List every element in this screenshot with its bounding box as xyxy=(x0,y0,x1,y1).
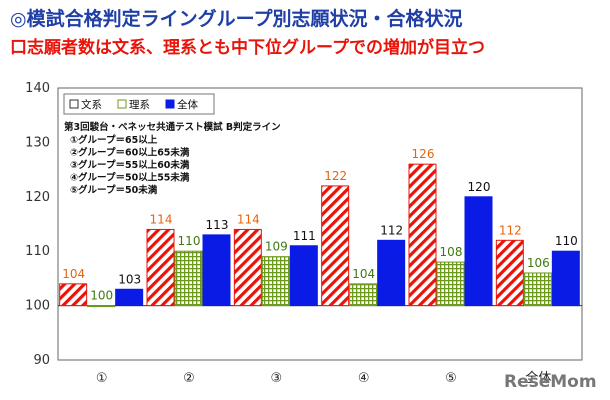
data-label-zentai-4: 112 xyxy=(380,223,403,237)
annotation-line-4: ④グループ＝50以上55未満 xyxy=(70,172,190,184)
category-label-3: ③ xyxy=(271,371,283,386)
legend-label-bunkei: 文系 xyxy=(81,98,102,111)
bar-bunkei-1 xyxy=(59,283,88,307)
chart-subtitle: 口志願者数は文系、理系とも中下位グループでの増加が目立つ xyxy=(10,38,485,58)
data-label-zentai-2: 113 xyxy=(206,218,229,232)
bar-rikei-4 xyxy=(349,283,378,307)
annotation-box: 第3回駿台・ベネッセ共通テスト模試 B判定ライン①グループ＝65以上②グループ＝… xyxy=(60,118,282,196)
data-labels-group: 104 100 103 114 110 113 114 109 111 122 104 112 126 1… xyxy=(62,147,578,302)
data-label-zentai-1: 103 xyxy=(118,272,141,286)
bar-bunkei-3 xyxy=(233,228,262,307)
bar-zentai-4 xyxy=(377,239,406,307)
annotation-line-5: ⑤グループ＝50未満 xyxy=(70,184,158,196)
data-label-rikei-5: 108 xyxy=(440,245,463,259)
y-tick-label: 130 xyxy=(25,135,50,150)
data-label-zentai-6: 110 xyxy=(555,234,578,248)
data-label-rikei-6: 106 xyxy=(527,256,550,270)
legend-swatch-zentai xyxy=(165,99,175,109)
legend-swatch-rikei xyxy=(117,99,127,109)
data-label-zentai-5: 120 xyxy=(468,180,491,194)
legend-label-rikei: 理系 xyxy=(129,99,150,111)
category-label-5: ⑤ xyxy=(445,371,457,386)
bar-bunkei-2 xyxy=(146,228,175,307)
bar-rikei-3 xyxy=(261,256,290,307)
y-tick-label: 100 xyxy=(25,299,50,314)
category-labels-group: ① ② ③ ④ ⑤ 全体 xyxy=(96,370,552,386)
legend-frame xyxy=(63,93,215,115)
legend-swatch-bunkei xyxy=(69,99,79,109)
watermark-logo: ReseMom xyxy=(504,372,597,392)
bar-rikei-6 xyxy=(523,272,552,307)
data-label-rikei-3: 109 xyxy=(265,240,288,254)
category-label-6: 全体 xyxy=(525,370,551,386)
bar-zentai-2 xyxy=(202,234,231,307)
data-label-rikei-4: 104 xyxy=(352,267,375,281)
data-label-bunkei-1: 104 xyxy=(62,267,85,281)
category-label-4: ④ xyxy=(358,371,370,386)
bar-zentai-3 xyxy=(289,245,318,307)
bar-zentai-6 xyxy=(551,250,580,307)
legend: 文系 理系 全体 xyxy=(63,93,215,115)
bar-zentai-5 xyxy=(464,196,493,307)
legend-label-zentai: 全体 xyxy=(177,98,198,111)
y-tick-label: 110 xyxy=(25,244,50,259)
y-tick-label: 120 xyxy=(25,190,50,205)
y-tick-label: 140 xyxy=(25,81,50,96)
data-label-bunkei-2: 114 xyxy=(150,212,173,226)
bar-zentai-1 xyxy=(115,288,144,307)
category-label-1: ① xyxy=(96,371,108,386)
plot-frame xyxy=(57,87,583,361)
data-label-zentai-3: 111 xyxy=(293,229,316,243)
data-label-bunkei-5: 126 xyxy=(412,147,435,161)
axes: 90 100 110 120 130 140 xyxy=(25,81,583,368)
annotation-title: 第3回駿台・ベネッセ共通テスト模試 B判定ライン xyxy=(64,121,281,133)
annotation-line-2: ②グループ＝60以上65未満 xyxy=(70,147,190,159)
data-label-rikei-2: 110 xyxy=(178,234,201,248)
bar-bunkei-5 xyxy=(408,163,437,307)
bar-rikei-5 xyxy=(436,261,465,307)
bar-rikei-2 xyxy=(174,250,203,307)
data-label-rikei-1: 100 xyxy=(90,289,113,303)
y-tick-label: 90 xyxy=(33,353,50,368)
chart-title: ◎模試合格判定ライングループ別志願状況・合格状況 xyxy=(10,8,463,30)
data-label-bunkei-6: 112 xyxy=(499,223,522,237)
bar-bunkei-4 xyxy=(321,185,350,307)
data-label-bunkei-4: 122 xyxy=(324,169,347,183)
annotation-line-3: ③グループ＝55以上60未満 xyxy=(70,159,190,171)
annotation-line-1: ①グループ＝65以上 xyxy=(70,134,158,146)
data-label-bunkei-3: 114 xyxy=(237,212,260,226)
bar-rikei-1 xyxy=(87,305,116,308)
annotation-bg xyxy=(60,118,282,196)
bar-bunkei-6 xyxy=(495,239,524,307)
category-label-2: ② xyxy=(183,371,195,386)
bars-group xyxy=(59,163,580,308)
